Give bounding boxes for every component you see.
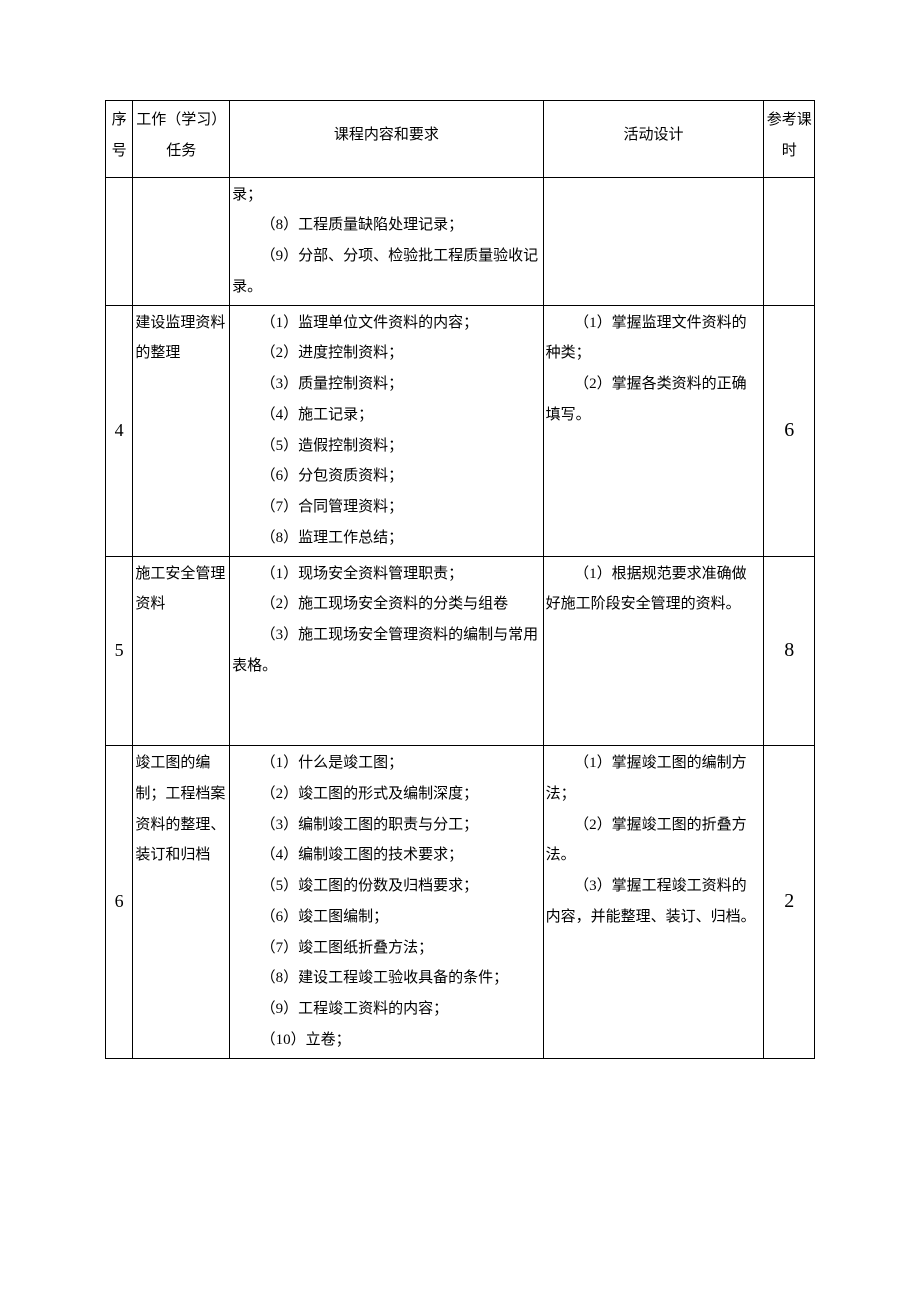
cell-activity: [543, 177, 764, 305]
cell-activity: （1）掌握监理文件资料的种类；（2）掌握各类资料的正确填写。: [543, 305, 764, 556]
header-num: 序号: [106, 101, 133, 178]
table-header-row: 序号 工作（学习）任务 课程内容和要求 活动设计 参考课时: [106, 101, 815, 178]
cell-requirements: 录；（8）工程质量缺陷处理记录；（9）分部、分项、检验批工程质量验收记录。: [230, 177, 543, 305]
document-page: 序号 工作（学习）任务 课程内容和要求 活动设计 参考课时 录；（8）工程质量缺…: [0, 0, 920, 1301]
cell-hours: 6: [764, 305, 815, 556]
header-task: 工作（学习）任务: [133, 101, 230, 178]
cell-activity: （1）根据规范要求准确做好施工阶段安全管理的资料。: [543, 556, 764, 746]
table-row: 4建设监理资料的整理（1）监理单位文件资料的内容；（2）进度控制资料；（3）质量…: [106, 305, 815, 556]
cell-task: 施工安全管理资料: [133, 556, 230, 746]
header-req: 课程内容和要求: [230, 101, 543, 178]
header-hrs: 参考课时: [764, 101, 815, 178]
curriculum-table: 序号 工作（学习）任务 课程内容和要求 活动设计 参考课时 录；（8）工程质量缺…: [105, 100, 815, 1059]
cell-requirements: （1）什么是竣工图；（2）竣工图的形式及编制深度；（3）编制竣工图的职责与分工；…: [230, 746, 543, 1059]
table-body: 录；（8）工程质量缺陷处理记录；（9）分部、分项、检验批工程质量验收记录。4建设…: [106, 177, 815, 1058]
header-act: 活动设计: [543, 101, 764, 178]
table-row: 5施工安全管理资料（1）现场安全资料管理职责；（2）施工现场安全资料的分类与组卷…: [106, 556, 815, 746]
cell-activity: （1）掌握竣工图的编制方法；（2）掌握竣工图的折叠方法。（3）掌握工程竣工资料的…: [543, 746, 764, 1059]
cell-hours: 2: [764, 746, 815, 1059]
table-row: 6竣工图的编制；工程档案资料的整理、装订和归档（1）什么是竣工图；（2）竣工图的…: [106, 746, 815, 1059]
cell-task: 建设监理资料的整理: [133, 305, 230, 556]
cell-hours: 8: [764, 556, 815, 746]
cell-task: [133, 177, 230, 305]
cell-task: 竣工图的编制；工程档案资料的整理、装订和归档: [133, 746, 230, 1059]
table-row: 录；（8）工程质量缺陷处理记录；（9）分部、分项、检验批工程质量验收记录。: [106, 177, 815, 305]
cell-requirements: （1）监理单位文件资料的内容；（2）进度控制资料；（3）质量控制资料；（4）施工…: [230, 305, 543, 556]
cell-hours: [764, 177, 815, 305]
cell-num: 6: [106, 746, 133, 1059]
cell-requirements: （1）现场安全资料管理职责；（2）施工现场安全资料的分类与组卷（3）施工现场安全…: [230, 556, 543, 746]
cell-num: 5: [106, 556, 133, 746]
cell-num: 4: [106, 305, 133, 556]
cell-num: [106, 177, 133, 305]
